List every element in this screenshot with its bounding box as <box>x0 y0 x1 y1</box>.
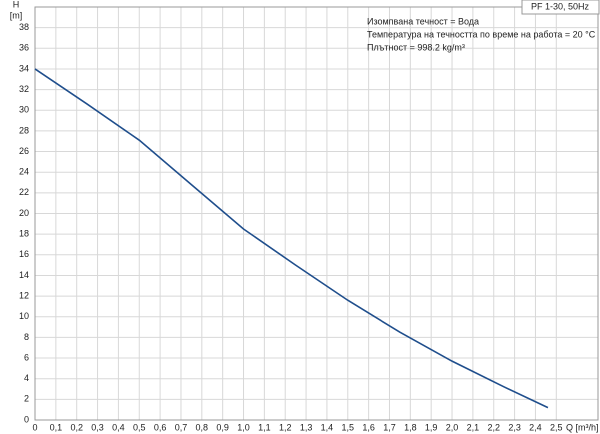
y-tick-label: 24 <box>19 167 29 177</box>
y-tick-label: 16 <box>19 249 29 259</box>
y-tick-label: 38 <box>19 22 29 32</box>
annotation: Плътност = 998.2 kg/m³ <box>367 42 465 52</box>
x-tick-label: 2,4 <box>529 422 542 432</box>
annotation: Изомпвана течност = Вода <box>367 16 479 26</box>
y-tick-label: 26 <box>19 146 29 156</box>
x-tick-label: 0 <box>32 422 37 432</box>
x-tick-label: 0,3 <box>91 422 104 432</box>
y-tick-label: 0 <box>24 414 29 424</box>
x-tick-label: 0,8 <box>196 422 209 432</box>
y-tick-label: 32 <box>19 84 29 94</box>
plot-frame <box>34 6 599 421</box>
x-tick-label: 1,9 <box>425 422 438 432</box>
y-axis-label: H <box>13 0 20 9</box>
x-tick-label: 0,6 <box>154 422 167 432</box>
x-tick-label: 1,4 <box>321 422 334 432</box>
x-tick-label: 2,2 <box>487 422 500 432</box>
y-tick-label: 14 <box>19 270 29 280</box>
y-tick-label: 12 <box>19 290 29 300</box>
y-tick-label: 30 <box>19 105 29 115</box>
x-tick-label: 1,3 <box>300 422 313 432</box>
y-tick-label: 4 <box>24 373 29 383</box>
x-tick-label: 0,1 <box>50 422 63 432</box>
x-tick-label: 1,0 <box>237 422 250 432</box>
x-tick-label: 1,5 <box>342 422 355 432</box>
chart-title: PF 1-30, 50Hz <box>531 1 590 11</box>
x-tick-label: 2,1 <box>467 422 480 432</box>
x-tick-label: 0,7 <box>175 422 188 432</box>
y-tick-label: 2 <box>24 394 29 404</box>
y-axis-unit: [m] <box>10 10 23 20</box>
y-tick-label: 34 <box>19 63 29 73</box>
x-tick-label: 1,7 <box>383 422 396 432</box>
x-tick-label: 0,4 <box>112 422 125 432</box>
y-tick-label: 36 <box>19 43 29 53</box>
x-tick-label: 2,5 <box>550 422 563 432</box>
x-tick-label: 1,6 <box>362 422 375 432</box>
x-tick-label: 2,0 <box>446 422 459 432</box>
y-tick-label: 22 <box>19 187 29 197</box>
annotation: Температура на течността по време на раб… <box>367 29 596 39</box>
x-axis-label: Q [m³/h] <box>566 422 599 432</box>
curve <box>34 68 549 409</box>
y-tick-label: 28 <box>19 125 29 135</box>
x-tick-label: 1,1 <box>258 422 271 432</box>
x-tick-label: 1,8 <box>404 422 417 432</box>
y-tick-label: 6 <box>24 352 29 362</box>
y-tick-label: 10 <box>19 311 29 321</box>
x-tick-label: 0,9 <box>216 422 229 432</box>
x-tick-label: 2,3 <box>508 422 521 432</box>
x-tick-label: 1,2 <box>279 422 292 432</box>
y-tick-label: 20 <box>19 208 29 218</box>
x-tick-label: 0,2 <box>70 422 83 432</box>
title-box <box>521 0 600 15</box>
x-tick-label: 0,5 <box>133 422 146 432</box>
y-tick-label: 8 <box>24 332 29 342</box>
y-tick-label: 18 <box>19 229 29 239</box>
